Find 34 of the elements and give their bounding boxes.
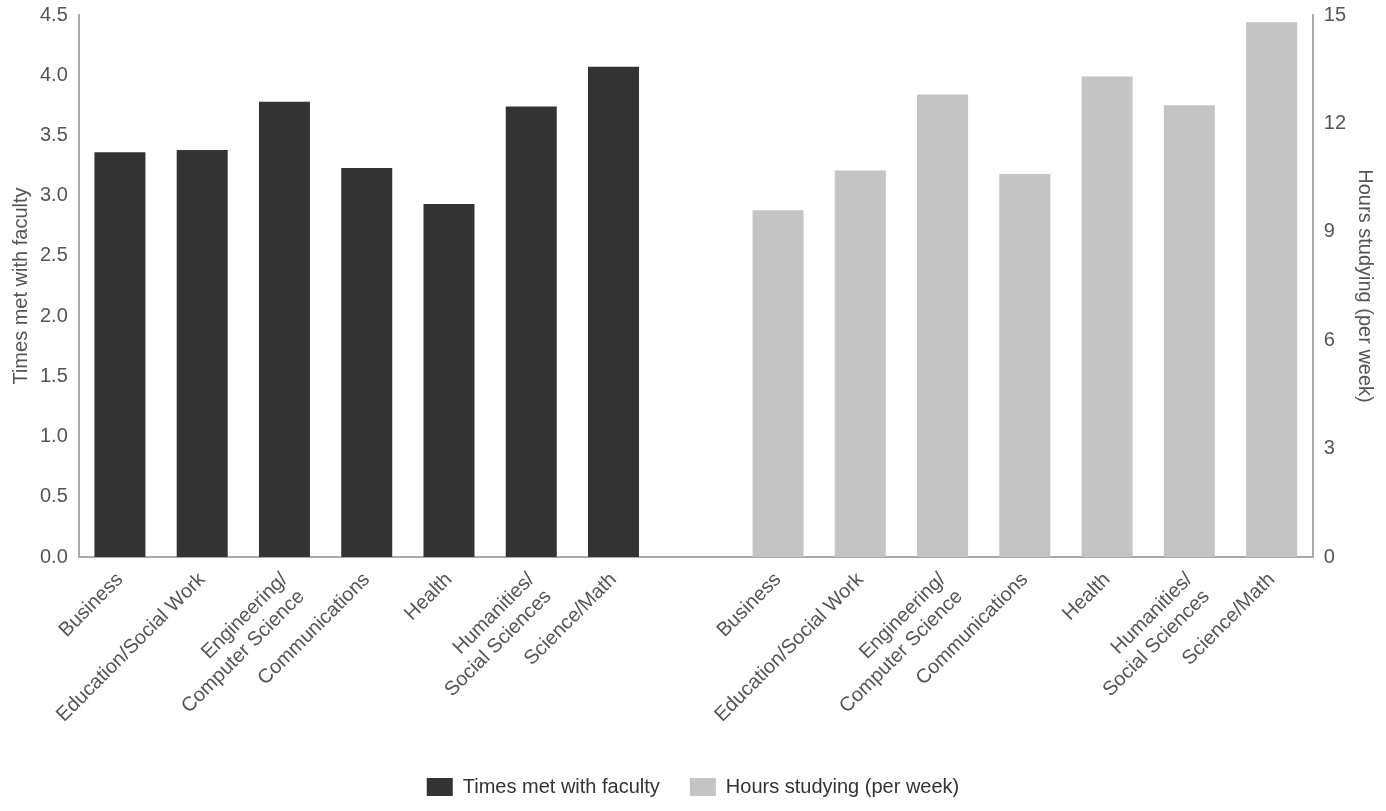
bar: [1246, 22, 1298, 558]
bar: [917, 94, 969, 558]
y-tick-label: 3.5: [39, 122, 68, 145]
y-tick-label: 2.5: [39, 243, 68, 266]
bar: [999, 174, 1051, 558]
y-tick-label: 0.0: [39, 544, 68, 567]
bar: [588, 66, 640, 558]
y2-tick-label: 9: [1323, 219, 1335, 242]
bar: [423, 204, 475, 558]
legend-label: Times met with faculty: [462, 774, 660, 797]
y2-tick-label: 6: [1323, 327, 1335, 350]
bar: [341, 167, 393, 558]
y2-axis-title: Hours studying (per week): [1355, 169, 1378, 403]
y2-tick-label: 15: [1323, 2, 1346, 25]
y-axis-title: Times met with faculty: [8, 187, 31, 385]
bar: [1081, 76, 1133, 558]
y-tick-label: 1.0: [39, 424, 68, 447]
bar: [1163, 105, 1215, 558]
y-tick-label: 0.5: [39, 484, 68, 507]
y-tick-label: 2.0: [39, 303, 68, 326]
y-tick-label: 4.0: [39, 62, 68, 85]
bar: [752, 210, 804, 558]
bar: [258, 101, 310, 558]
bar: [834, 170, 886, 558]
bar: [94, 152, 146, 558]
bar: [176, 149, 228, 558]
y-tick-label: 3.0: [39, 183, 68, 206]
y2-tick-label: 0: [1323, 544, 1335, 567]
y-tick-label: 4.5: [39, 2, 68, 25]
y2-tick-label: 3: [1323, 436, 1335, 459]
legend-label: Hours studying (per week): [725, 774, 960, 797]
y-tick-label: 1.5: [39, 363, 68, 386]
y2-tick-label: 12: [1323, 110, 1346, 133]
bar: [505, 106, 557, 558]
